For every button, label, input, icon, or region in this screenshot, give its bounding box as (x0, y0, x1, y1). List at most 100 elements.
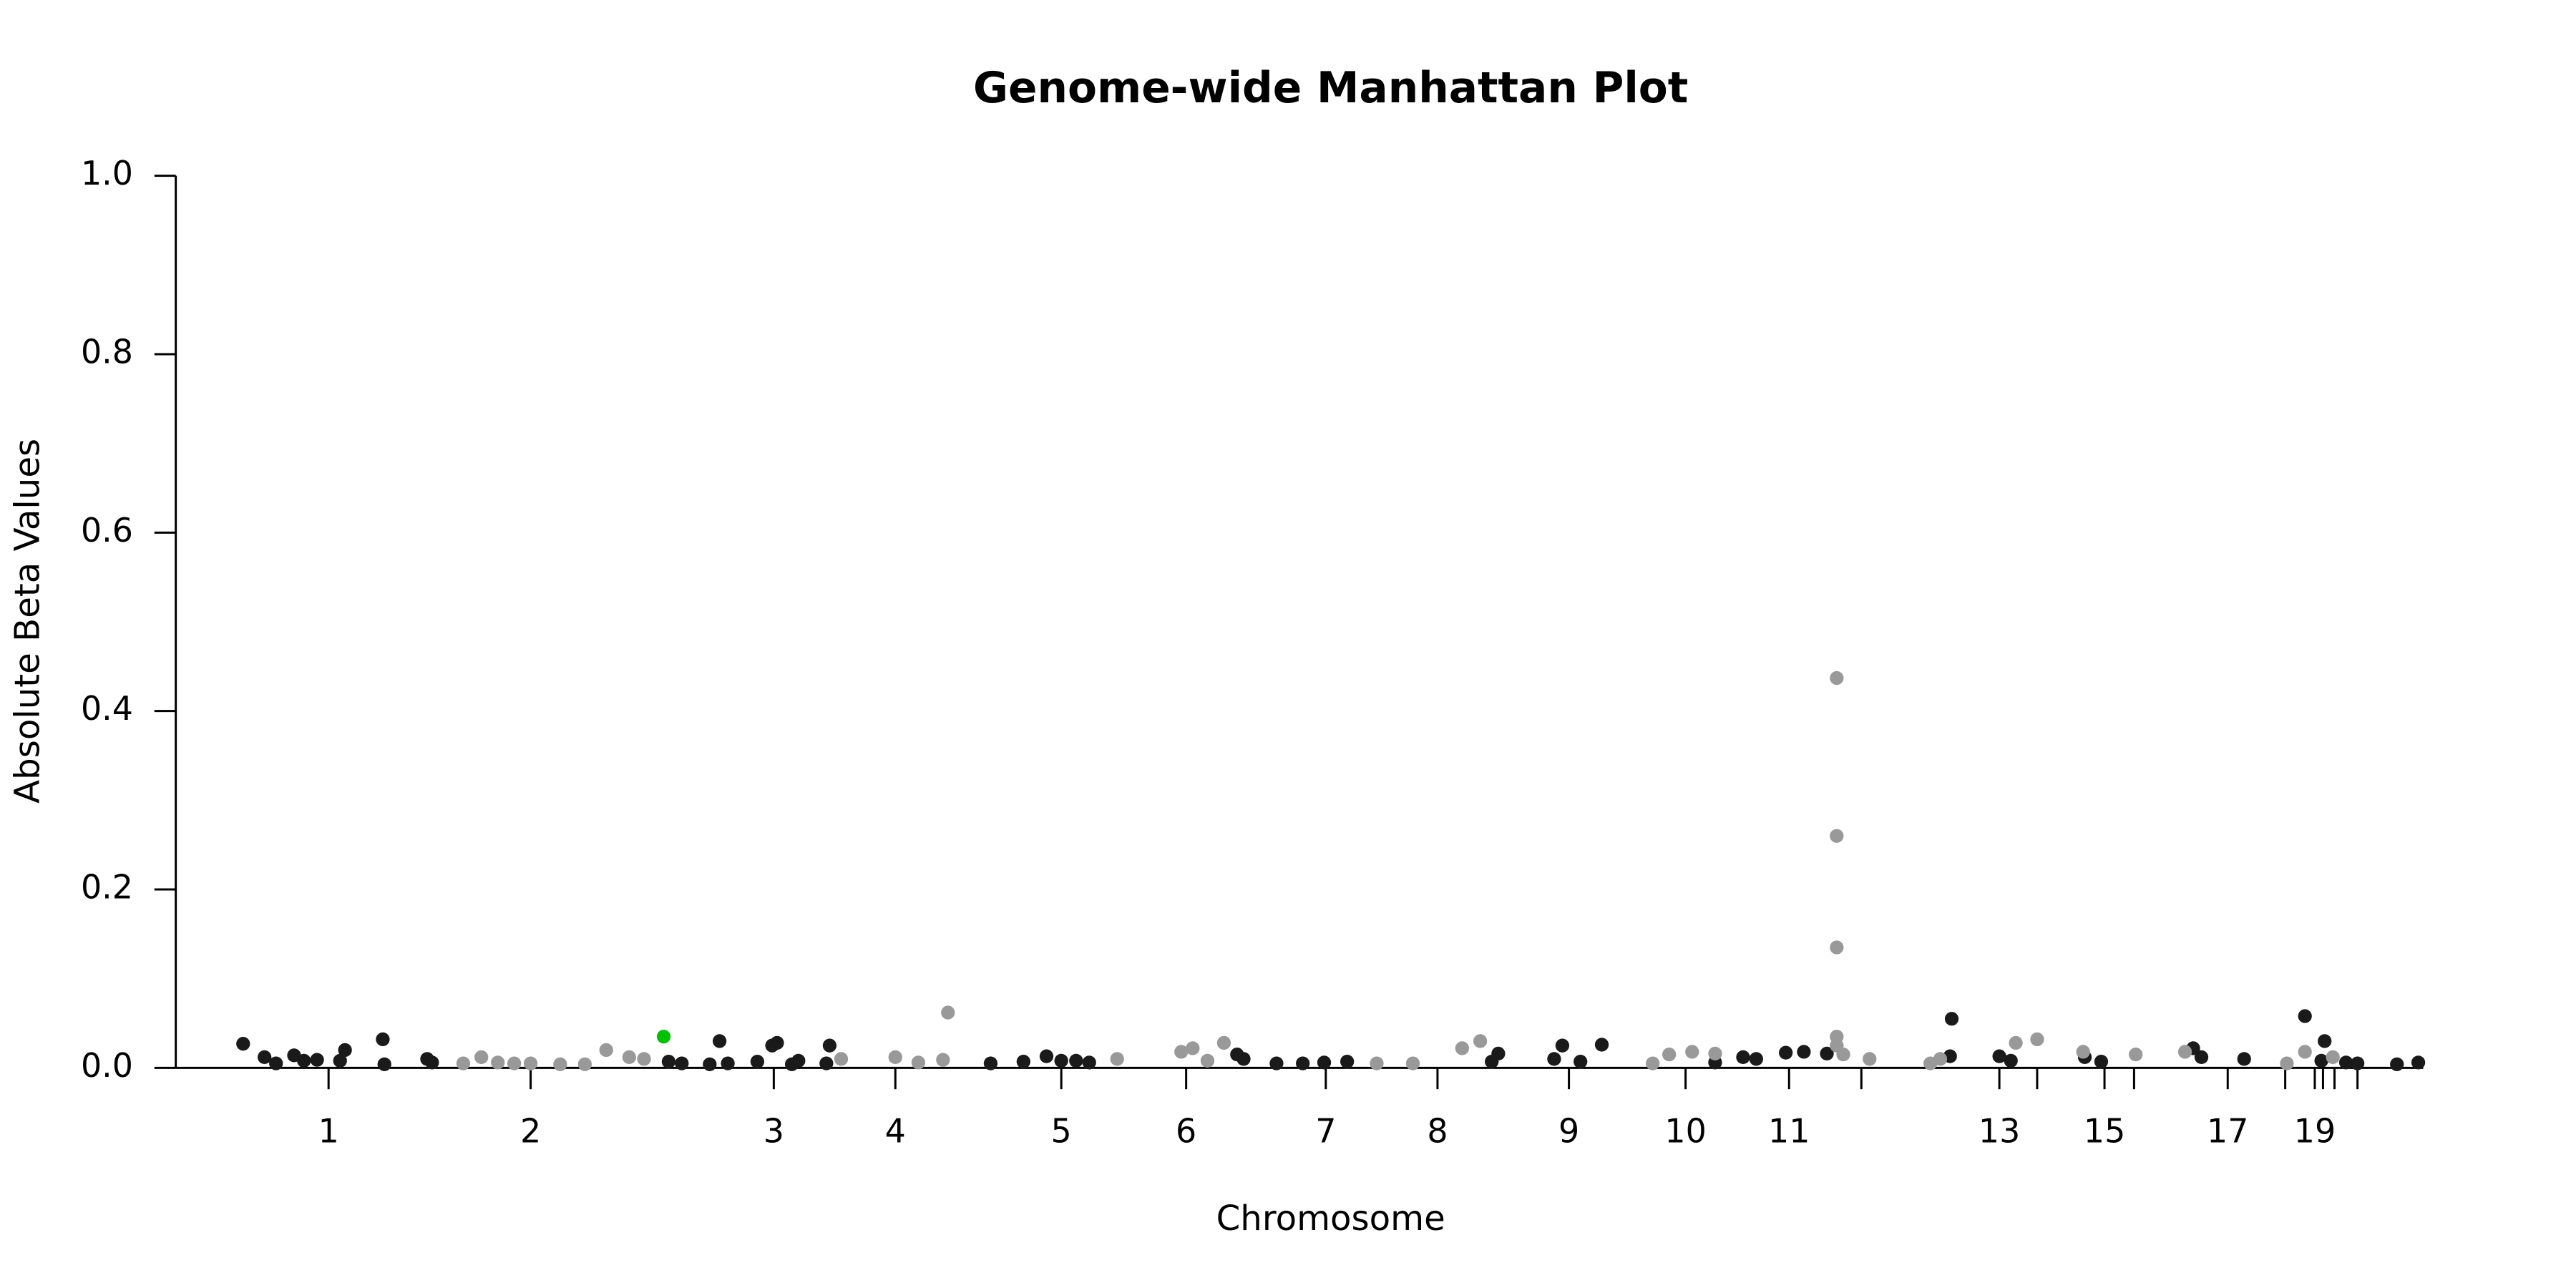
point (1039, 1049, 1054, 1063)
point (1269, 1056, 1284, 1070)
point (1485, 1054, 1499, 1069)
x-tick-label: 10 (1664, 1112, 1706, 1151)
point (425, 1055, 439, 1070)
point (1836, 1048, 1850, 1062)
point (376, 1032, 390, 1047)
point (2237, 1052, 2251, 1066)
point (1186, 1041, 1200, 1055)
point (1405, 1056, 1420, 1070)
point (983, 1056, 998, 1070)
x-tick-label: 6 (1176, 1112, 1196, 1151)
y-tick-label: 0.8 (81, 333, 133, 371)
point (1662, 1048, 1677, 1062)
x-tick-label: 8 (1427, 1112, 1448, 1151)
point (1797, 1045, 1811, 1059)
point (1110, 1052, 1124, 1066)
point (656, 1030, 671, 1044)
point (834, 1052, 849, 1066)
point (1555, 1038, 1570, 1053)
point (1992, 1049, 2006, 1063)
point (507, 1056, 522, 1070)
x-tick-label: 4 (885, 1112, 906, 1151)
point (1736, 1050, 1750, 1065)
point (1069, 1053, 1083, 1068)
point (661, 1054, 676, 1069)
point (456, 1056, 471, 1070)
point (2318, 1034, 2332, 1048)
point (721, 1056, 735, 1070)
y-tick-label: 0.6 (81, 511, 133, 550)
chart-title: Genome-wide Manhattan Plot (973, 64, 1688, 113)
x-axis-label: Chromosome (1216, 1199, 1445, 1239)
point (822, 1038, 837, 1053)
point (1236, 1052, 1251, 1066)
point (2338, 1055, 2353, 1070)
point (2030, 1032, 2044, 1047)
point (333, 1053, 347, 1068)
point (491, 1055, 505, 1070)
point (703, 1057, 717, 1072)
point (675, 1056, 689, 1070)
x-tick-label: 15 (2084, 1112, 2125, 1151)
point (770, 1035, 784, 1050)
point (474, 1050, 489, 1065)
point (1820, 1046, 1834, 1061)
point (1296, 1056, 1310, 1070)
point (2298, 1009, 2312, 1023)
point (1340, 1054, 1355, 1069)
x-tick-label: 19 (2294, 1112, 2336, 1151)
point (2177, 1045, 2192, 1059)
point (1082, 1055, 1096, 1070)
point (553, 1057, 567, 1072)
point (523, 1056, 538, 1070)
point (1054, 1053, 1068, 1068)
point (377, 1057, 391, 1072)
point (936, 1053, 950, 1067)
y-tick-label: 0.4 (81, 689, 133, 728)
point (2280, 1056, 2294, 1070)
x-tick-label: 1 (318, 1112, 339, 1151)
point (236, 1037, 250, 1051)
point (1944, 1012, 1959, 1026)
point (911, 1055, 926, 1070)
point (2390, 1057, 2404, 1072)
point (2129, 1048, 2143, 1062)
point (2009, 1035, 2023, 1050)
point (1830, 940, 1844, 955)
y-tick-label: 1.0 (81, 154, 133, 192)
point (941, 1005, 955, 1020)
point (1370, 1056, 1384, 1070)
point (269, 1056, 283, 1070)
point (2298, 1045, 2312, 1059)
point (622, 1050, 636, 1065)
point (1200, 1053, 1215, 1068)
point (1863, 1052, 1877, 1066)
point (1016, 1054, 1030, 1069)
x-tick-label: 7 (1315, 1112, 1336, 1151)
point (1708, 1046, 1722, 1061)
x-tick-label: 5 (1051, 1112, 1072, 1151)
point (2076, 1045, 2090, 1059)
point (791, 1053, 806, 1068)
x-tick-label: 17 (2207, 1112, 2248, 1151)
point (1174, 1045, 1189, 1059)
point (1933, 1052, 1948, 1066)
point (750, 1054, 765, 1069)
point (1685, 1045, 1699, 1059)
point (888, 1050, 902, 1065)
point (712, 1034, 727, 1048)
point (297, 1053, 311, 1068)
point (599, 1043, 613, 1058)
point (1646, 1056, 1660, 1070)
point (1574, 1054, 1588, 1069)
point (310, 1053, 324, 1067)
point (1749, 1052, 1763, 1066)
y-tick-label: 0.0 (81, 1046, 133, 1085)
point (1547, 1052, 1561, 1066)
point (819, 1056, 834, 1070)
point (338, 1043, 352, 1058)
point (2004, 1053, 2018, 1068)
point (1830, 829, 1844, 843)
